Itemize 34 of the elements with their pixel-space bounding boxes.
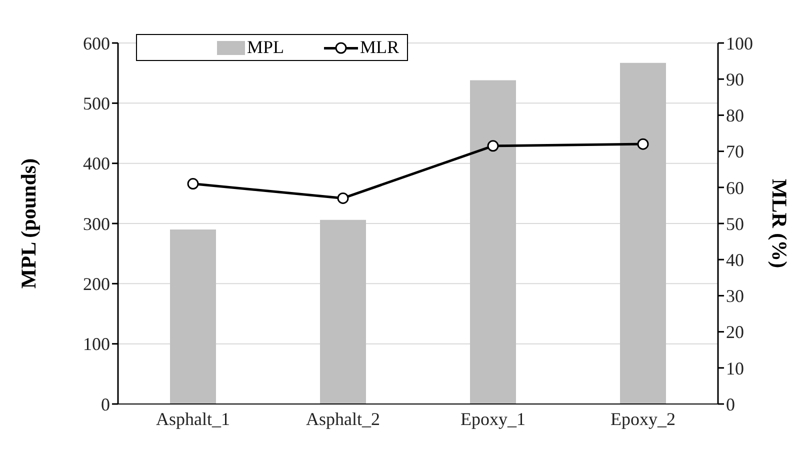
y2-axis-title: MLR (%) (768, 178, 792, 268)
y2-tick-label: 80 (726, 106, 744, 126)
y-tick-label: 500 (83, 94, 110, 114)
y2-tick-label: 0 (726, 394, 735, 414)
y2-tick-label: 20 (726, 322, 744, 342)
y2-tick-label: 100 (726, 33, 753, 54)
legend-label: MLR (360, 37, 400, 58)
point (637, 138, 649, 150)
y-tick-label: 400 (83, 154, 110, 174)
y2-tick-label: 10 (726, 358, 744, 378)
y2-tick-label: 90 (726, 69, 744, 90)
bar (320, 220, 366, 404)
y2-tick-label: 60 (726, 178, 744, 198)
y-tick-label: 0 (101, 394, 110, 414)
x-tick-label: Asphalt_2 (306, 408, 380, 429)
y-tick-label: 100 (83, 334, 110, 354)
legend-label: MPL (247, 37, 284, 58)
y2-tick-label: 30 (726, 286, 744, 306)
x-tick-label: Epoxy_2 (610, 408, 676, 429)
x-tick-label: Asphalt_1 (156, 408, 230, 429)
y2-tick-label: 70 (726, 142, 744, 162)
point (187, 178, 199, 190)
y2-tick-label: 50 (726, 214, 744, 234)
y2-tick-label: 40 (726, 250, 744, 270)
y-axis-title: MPL (pounds) (16, 158, 40, 289)
point (337, 192, 349, 204)
bar (470, 80, 516, 404)
y-tick-label: 200 (83, 274, 110, 294)
bar (170, 230, 216, 404)
bar (620, 62, 666, 404)
x-tick-label: Epoxy_1 (460, 408, 526, 429)
point (487, 140, 499, 152)
y-tick-label: 600 (83, 33, 110, 54)
y-tick-label: 300 (83, 214, 110, 234)
